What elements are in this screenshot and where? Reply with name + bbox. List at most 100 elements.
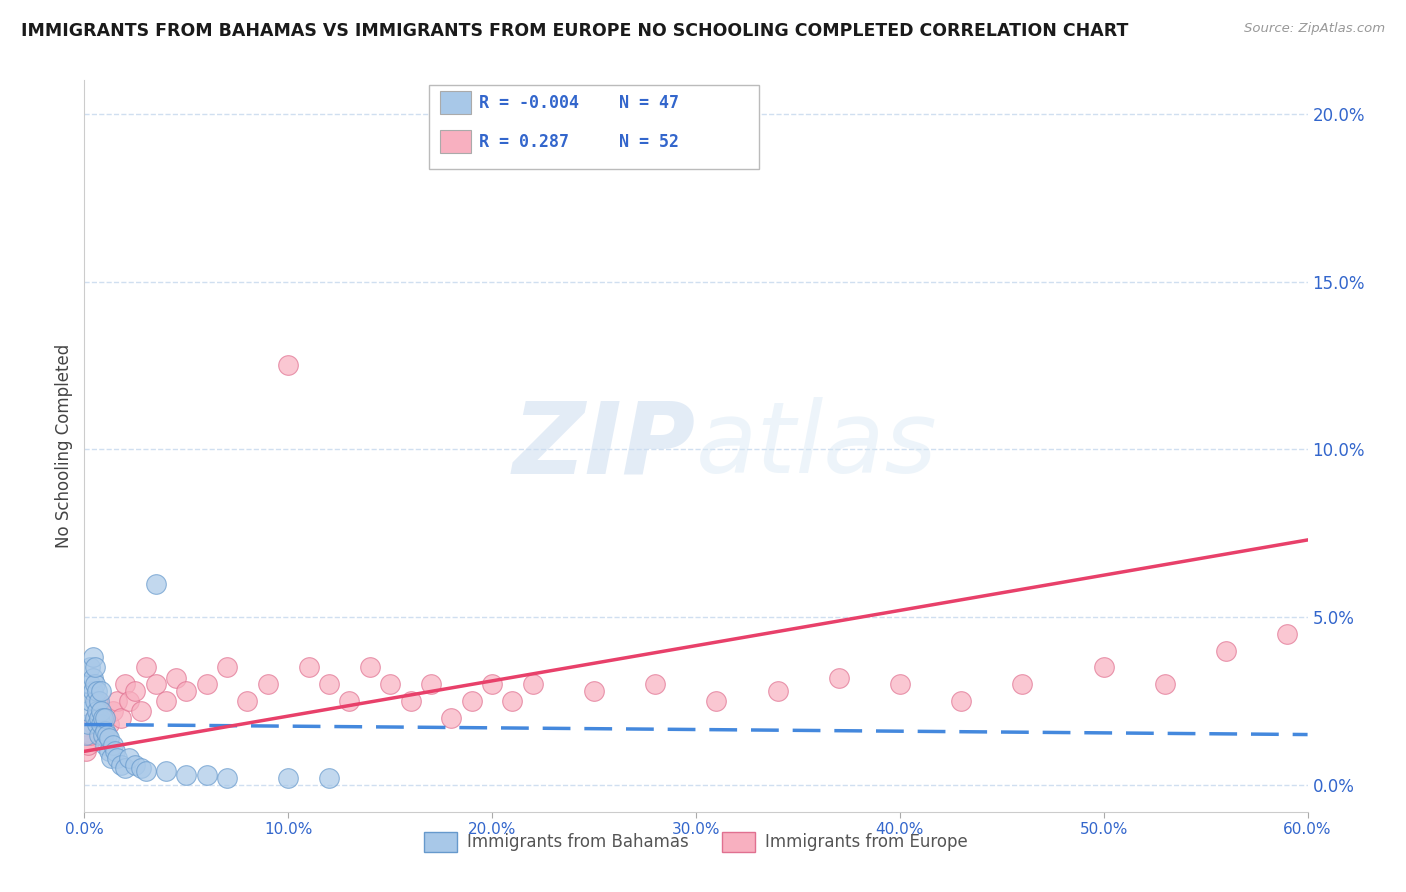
Point [124, 757, 146, 772]
Point [155, 694, 177, 708]
Point [79, 660, 101, 674]
Point [124, 684, 146, 698]
Point [90, 704, 112, 718]
Point [217, 771, 239, 785]
Point [195, 677, 218, 691]
Point [131, 761, 153, 775]
Point [82, 650, 104, 665]
Point [87, 694, 110, 708]
Point [110, 757, 132, 772]
Point [174, 768, 197, 782]
Point [706, 694, 728, 708]
Point [91, 727, 114, 741]
Point [77, 738, 100, 752]
Point [91, 711, 114, 725]
Point [100, 751, 122, 765]
Point [298, 660, 321, 674]
Point [155, 764, 177, 779]
Point [257, 677, 280, 691]
Point [101, 704, 124, 718]
Point [339, 694, 361, 708]
Point [145, 576, 167, 591]
Point [644, 677, 666, 691]
Point [481, 677, 503, 691]
Point [889, 677, 911, 691]
Point [195, 768, 218, 782]
Point [1092, 660, 1115, 674]
Point [380, 677, 402, 691]
Point [104, 744, 127, 758]
Point [91, 727, 114, 741]
Text: R = 0.287: R = 0.287 [479, 133, 569, 151]
Point [83, 660, 105, 674]
Point [96, 727, 118, 741]
Point [522, 677, 544, 691]
Point [83, 711, 105, 725]
Point [79, 677, 101, 691]
Point [75, 744, 97, 758]
Point [1154, 677, 1177, 691]
Point [97, 717, 120, 731]
Point [90, 717, 112, 731]
Point [86, 704, 108, 718]
Point [90, 684, 112, 698]
Point [318, 677, 340, 691]
Point [86, 684, 108, 698]
Point [86, 694, 108, 708]
Point [77, 717, 100, 731]
Point [93, 724, 115, 739]
Point [828, 671, 851, 685]
Point [79, 694, 101, 708]
Point [114, 761, 136, 775]
Point [105, 694, 128, 708]
Point [135, 764, 157, 779]
Point [97, 731, 120, 745]
Point [1011, 677, 1033, 691]
Point [75, 727, 97, 741]
Point [420, 677, 443, 691]
Point [90, 717, 112, 731]
Point [1277, 627, 1299, 641]
Point [502, 694, 524, 708]
Point [461, 694, 484, 708]
Point [82, 717, 104, 731]
Point [83, 677, 105, 691]
Point [114, 677, 136, 691]
Point [440, 711, 463, 725]
Point [83, 694, 105, 708]
Point [86, 717, 108, 731]
Point [82, 684, 104, 698]
Point [236, 694, 259, 708]
Text: R = -0.004: R = -0.004 [479, 94, 579, 112]
Point [87, 727, 110, 741]
Text: N = 52: N = 52 [619, 133, 679, 151]
Point [399, 694, 422, 708]
Point [135, 660, 157, 674]
Legend: Immigrants from Bahamas, Immigrants from Europe: Immigrants from Bahamas, Immigrants from… [418, 826, 974, 858]
Point [83, 711, 105, 725]
Point [77, 704, 100, 718]
Point [359, 660, 381, 674]
Point [93, 711, 115, 725]
Point [87, 704, 110, 718]
Point [79, 727, 101, 741]
Point [105, 751, 128, 765]
Point [145, 677, 167, 691]
Point [93, 711, 115, 725]
Point [174, 684, 197, 698]
Point [165, 671, 187, 685]
Point [950, 694, 973, 708]
Point [318, 771, 340, 785]
Point [110, 711, 132, 725]
Point [766, 684, 789, 698]
Y-axis label: No Schooling Completed: No Schooling Completed [55, 344, 73, 548]
Point [118, 751, 141, 765]
Point [1215, 643, 1237, 657]
Point [277, 771, 299, 785]
Point [87, 711, 110, 725]
Point [277, 359, 299, 373]
Text: N = 47: N = 47 [619, 94, 679, 112]
Point [101, 738, 124, 752]
Point [217, 660, 239, 674]
Text: atlas: atlas [696, 398, 938, 494]
